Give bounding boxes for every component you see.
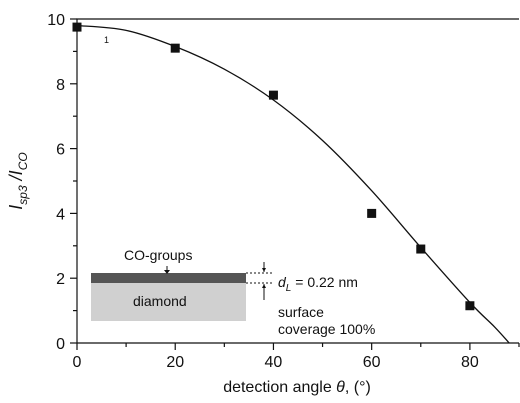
data-point [367, 208, 377, 218]
layer-label: CO-groups [124, 247, 192, 263]
fit-curve [76, 24, 510, 344]
y-tick-label: 0 [56, 336, 65, 353]
data-point [170, 43, 180, 53]
note: coverage 100% [278, 321, 375, 337]
co-layer [91, 273, 246, 283]
y-axis-label: Isp3 /ICO [6, 152, 30, 209]
substrate-label: diamond [133, 293, 187, 309]
data-point [72, 22, 82, 32]
y-tick-label: 6 [56, 142, 65, 159]
y-tick-label: 4 [56, 206, 65, 223]
thickness-sub: L [286, 283, 292, 294]
x-tick-label: 80 [461, 354, 479, 371]
y-label-sub: sp3 [16, 185, 30, 205]
y-tick-label: 8 [56, 77, 65, 94]
data-point [465, 301, 475, 311]
y-tick-label: 2 [56, 271, 65, 288]
thickness-label: dL = 0.22 nm [278, 274, 358, 294]
pointer-head [164, 270, 170, 274]
inset: CO-groups diamond dL = 0.22 nm surface c… [91, 247, 375, 337]
y-label-part: I [6, 205, 26, 210]
y-label-part: / [6, 173, 26, 185]
thickness-symbol: d [278, 274, 287, 290]
dim-arrow-head [262, 268, 266, 272]
x-label-text: detection angle [223, 379, 336, 396]
x-tick-label: 20 [166, 354, 184, 371]
diamond-substrate [91, 283, 246, 321]
dim-arrow-head [262, 284, 266, 288]
data-point [268, 90, 278, 100]
annotation: 1 [104, 35, 109, 45]
note: surface [278, 304, 324, 320]
thickness-text: = 0.22 nm [291, 274, 358, 290]
y-label-part: I [6, 170, 26, 175]
x-tick-label: 60 [363, 354, 381, 371]
x-tick-label: 0 [73, 354, 82, 371]
y-label-sub: CO [16, 152, 30, 170]
data-point [416, 244, 426, 254]
y-tick-label: 10 [47, 12, 65, 29]
x-label-symbol: θ [336, 379, 345, 396]
x-tick-label: 40 [265, 354, 283, 371]
x-axis-label: detection angle θ, (°) [223, 379, 371, 396]
x-label-text: , (°) [345, 379, 371, 396]
